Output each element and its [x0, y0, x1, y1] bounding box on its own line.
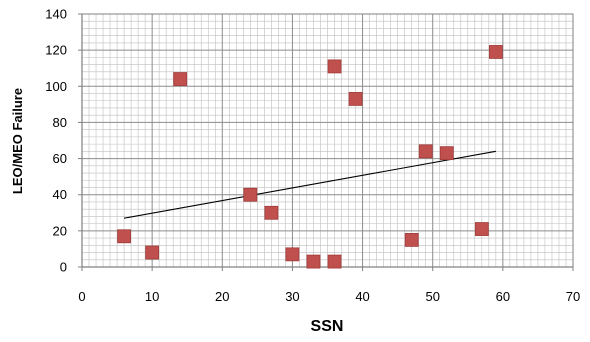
y-tick-label: 60 — [53, 151, 67, 166]
linear-trendline — [123, 150, 496, 219]
y-axis-title: LEO/MEO Failure — [10, 88, 25, 194]
x-axis-title: SSN — [311, 318, 344, 335]
y-tick-label: 100 — [45, 79, 67, 94]
data-point — [327, 254, 342, 269]
data-point — [404, 232, 419, 247]
data-point — [439, 146, 454, 161]
x-tick-label: 60 — [496, 289, 510, 304]
data-point — [418, 144, 433, 159]
data-point — [243, 187, 258, 202]
x-tick-label: 20 — [215, 289, 229, 304]
x-tick-label: 40 — [355, 289, 369, 304]
data-point — [327, 59, 342, 74]
y-tick-label: 80 — [53, 115, 67, 130]
grid — [81, 13, 574, 268]
data-point — [117, 229, 131, 244]
trendline-layer — [123, 150, 496, 219]
y-tick-label: 0 — [60, 260, 67, 275]
y-tick-label: 20 — [53, 223, 67, 238]
x-tick-label: 30 — [285, 289, 299, 304]
y-tick-label: 40 — [53, 187, 67, 202]
data-point — [474, 222, 489, 236]
data-point — [306, 254, 321, 269]
x-tick-label: 10 — [145, 289, 159, 304]
data-point — [488, 45, 503, 59]
data-point — [285, 247, 300, 262]
data-point — [145, 245, 160, 260]
x-tick-label: 70 — [566, 289, 580, 304]
axes — [78, 13, 574, 271]
y-tick-label: 140 — [45, 7, 67, 22]
x-tick-label: 0 — [78, 289, 85, 304]
data-point — [264, 205, 279, 220]
data-point — [348, 92, 363, 106]
y-tick-label: 120 — [45, 43, 67, 58]
x-tick-label: 50 — [425, 289, 439, 304]
data-points — [117, 45, 503, 269]
data-point — [173, 72, 188, 86]
tick-labels: 0 10 20 30 40 50 60 70 0 20 40 60 80 100 120 140 — [45, 7, 580, 305]
